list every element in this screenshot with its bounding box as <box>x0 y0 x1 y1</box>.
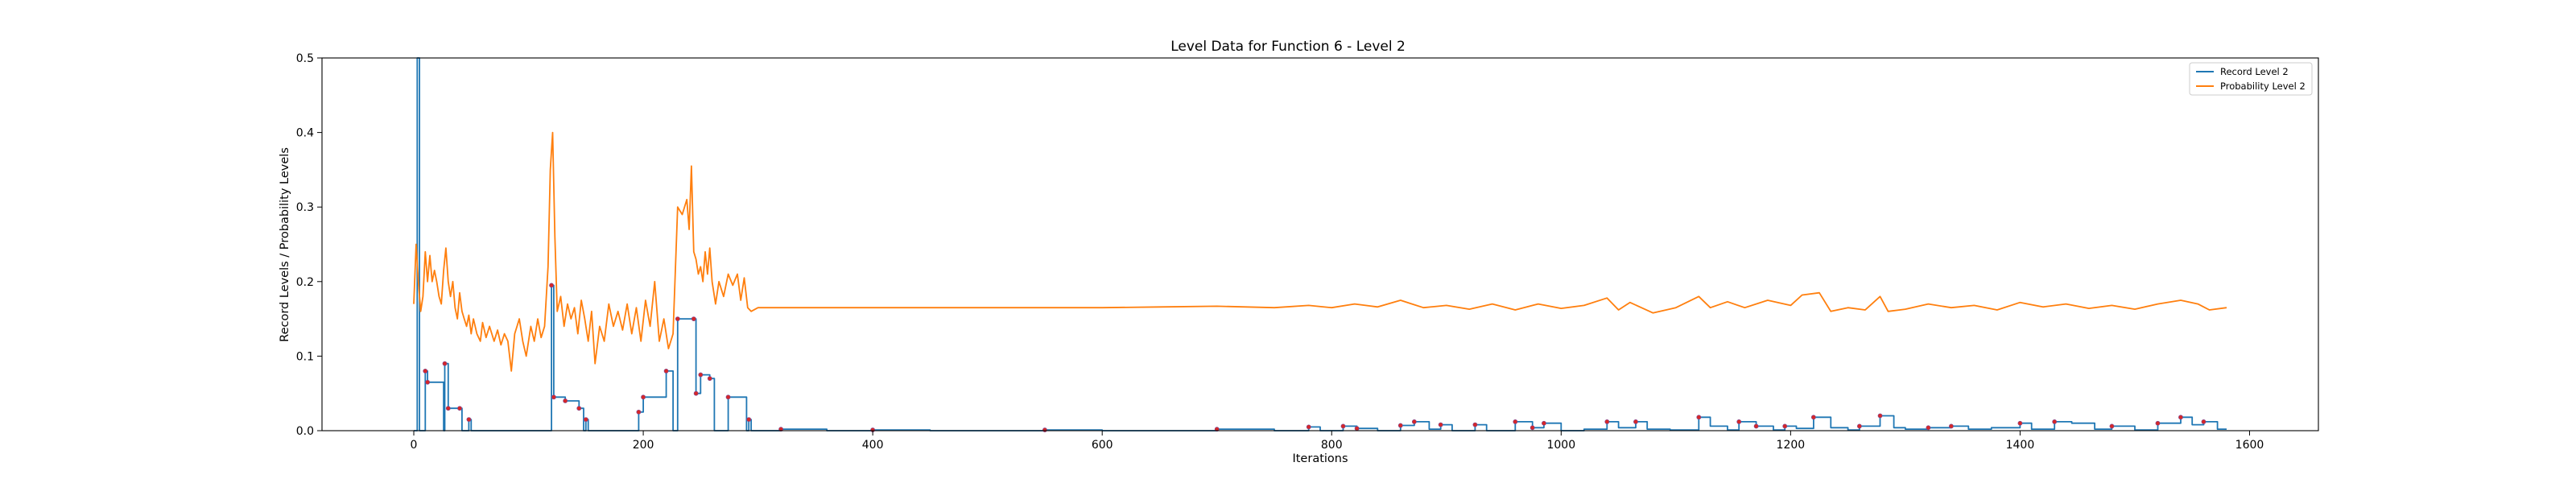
record-marker <box>1633 419 1638 424</box>
y-tick-label: 0.4 <box>296 127 314 140</box>
x-tick-label: 1600 <box>2235 439 2264 452</box>
x-axis: 0 200 400 600 800 1000 1200 1400 1600 <box>411 431 2264 452</box>
record-marker <box>1340 423 1346 429</box>
record-marker <box>466 417 472 423</box>
record-marker <box>563 398 568 403</box>
y-tick-label: 0.1 <box>296 350 314 363</box>
record-marker <box>2155 420 2161 426</box>
record-marker <box>423 369 428 374</box>
record-marker <box>1542 420 1546 426</box>
record-marker <box>1753 423 1759 429</box>
record-marker <box>583 417 588 423</box>
record-marker <box>1856 423 1862 429</box>
record-marker <box>636 409 642 415</box>
record-marker <box>425 379 431 385</box>
y-tick-label: 0.2 <box>296 276 314 289</box>
record-marker <box>698 372 704 378</box>
record-marker <box>1782 423 1788 429</box>
record-marker <box>778 427 784 432</box>
record-marker <box>551 394 556 400</box>
record-marker <box>1530 425 1535 431</box>
record-marker <box>1306 424 1311 430</box>
record-marker <box>746 417 752 423</box>
record-marker <box>641 394 646 400</box>
series-line-probability <box>413 131 2227 372</box>
y-axis-label: Record Levels / Probability Levels <box>279 147 291 342</box>
legend-label-record: Record Level 2 <box>2220 66 2289 77</box>
record-marker <box>549 283 554 288</box>
chart-title: Level Data for Function 6 - Level 2 <box>1170 39 1406 55</box>
record-marker <box>1877 413 1883 419</box>
record-marker <box>445 406 451 411</box>
legend-box <box>2189 62 2313 96</box>
record-marker <box>576 406 582 411</box>
record-marker <box>1810 415 1816 420</box>
record-marker <box>1411 419 1417 424</box>
record-marker <box>725 394 731 400</box>
record-marker <box>2109 423 2115 429</box>
legend: Record Level 2 Probability Level 2 <box>2189 62 2313 96</box>
y-axis: 0.0 0.1 0.2 0.3 0.4 0.5 <box>296 52 322 438</box>
record-marker <box>1949 423 1954 429</box>
x-tick-label: 400 <box>862 439 884 452</box>
record-marker <box>1604 419 1610 424</box>
record-marker <box>457 406 462 411</box>
record-marker <box>1042 427 1047 432</box>
x-tick-label: 1200 <box>1777 439 1806 452</box>
x-tick-label: 800 <box>1321 439 1343 452</box>
record-marker <box>442 361 448 366</box>
record-marker <box>1354 426 1360 431</box>
x-tick-label: 200 <box>633 439 654 452</box>
record-marker <box>1472 422 1478 427</box>
x-tick-label: 1400 <box>2006 439 2035 452</box>
record-marker <box>1214 427 1220 432</box>
record-marker <box>1736 419 1742 424</box>
plot-area <box>321 57 2319 432</box>
x-tick-label: 1000 <box>1546 439 1575 452</box>
record-marker <box>663 369 669 374</box>
record-marker <box>693 390 699 396</box>
x-tick-label: 0 <box>411 439 418 452</box>
record-marker <box>2017 420 2023 426</box>
record-marker <box>1696 415 1702 420</box>
record-marker <box>1926 425 1931 431</box>
record-marker <box>2052 419 2058 424</box>
record-marker <box>1513 419 1518 424</box>
record-marker <box>1438 422 1443 427</box>
record-marker <box>691 316 696 321</box>
legend-label-probability: Probability Level 2 <box>2220 80 2306 92</box>
x-axis-label: Iterations <box>1292 452 1348 465</box>
record-marker <box>2201 419 2207 424</box>
markers-group <box>423 283 2207 432</box>
y-tick-label: 0.5 <box>296 52 314 65</box>
y-tick-label: 0.3 <box>296 201 314 214</box>
record-marker <box>2178 415 2183 420</box>
plot-frame <box>321 57 2319 431</box>
y-tick-label: 0.0 <box>296 425 314 438</box>
x-tick-label: 600 <box>1092 439 1113 452</box>
record-marker <box>675 316 680 321</box>
record-marker <box>1397 423 1403 428</box>
record-marker <box>707 376 712 382</box>
